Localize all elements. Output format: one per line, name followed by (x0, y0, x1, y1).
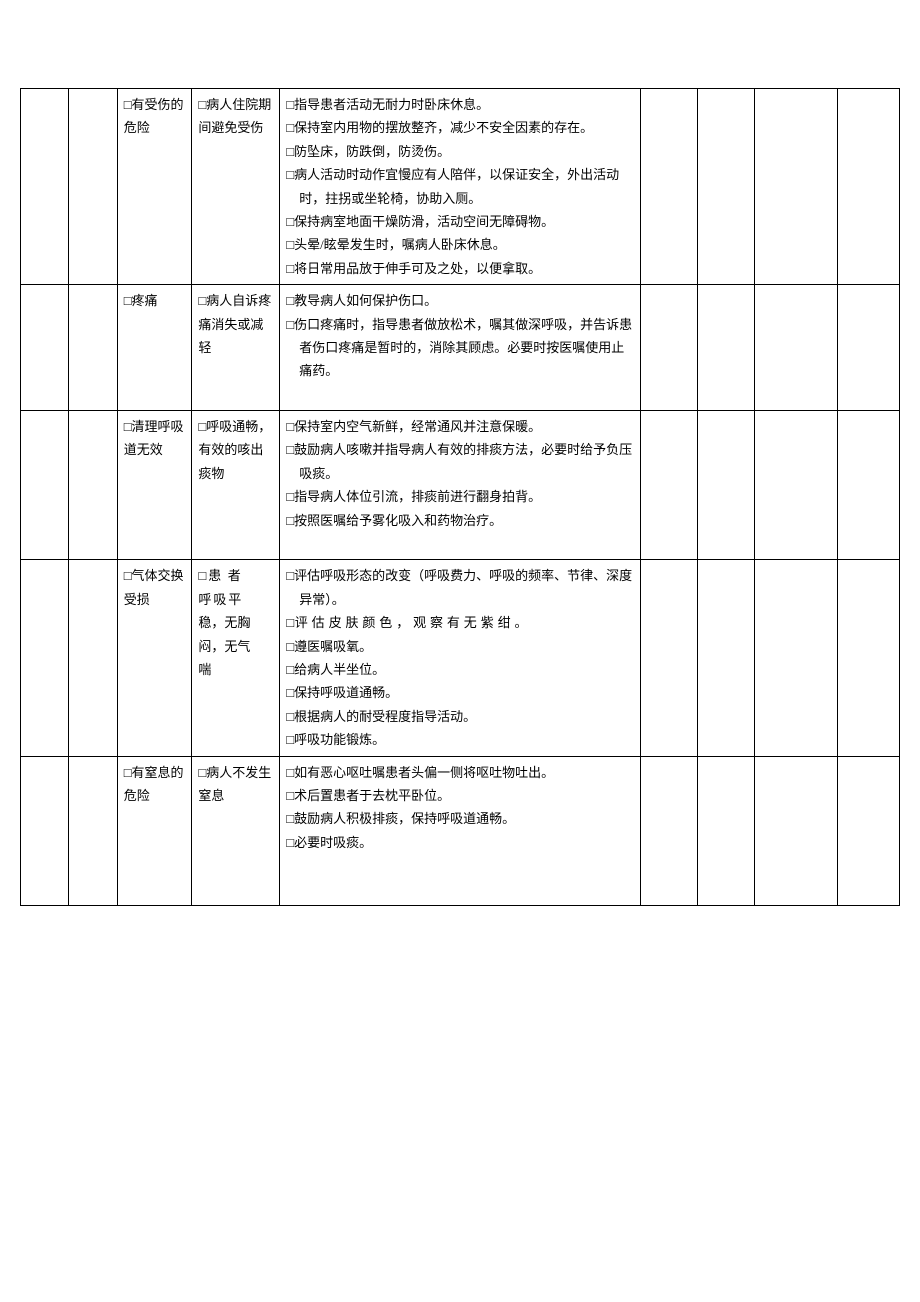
table-row: □疼痛□病人自诉疼痛消失或减轻□教导病人如何保护伤口。□伤口疼痛时，指导患者做放… (21, 285, 900, 411)
empty-cell (21, 285, 69, 411)
diagnosis-cell: □疼痛 (117, 285, 192, 411)
diagnosis-cell: □有窒息的危险 (117, 756, 192, 905)
table-row: □有窒息的危险□病人不发生窒息□如有恶心呕吐嘱患者头偏一侧将呕吐物吐出。□术后置… (21, 756, 900, 905)
empty-cell (21, 411, 69, 560)
measure-item: □呼吸功能锻炼。 (286, 728, 633, 751)
measures-cell: □如有恶心呕吐嘱患者头偏一侧将呕吐物吐出。□术后置患者于去枕平卧位。□鼓励病人积… (280, 756, 640, 905)
table-row: □气体交换受损□患 者呼吸平稳，无胸闷，无气喘□评估呼吸形态的改变（呼吸费力、呼… (21, 560, 900, 756)
empty-cell (754, 411, 838, 560)
diagnosis-cell: □气体交换受损 (117, 560, 192, 756)
measure-item: □指导患者活动无耐力时卧床休息。 (286, 93, 633, 116)
empty-cell (69, 89, 117, 285)
empty-cell (838, 411, 900, 560)
empty-cell (69, 560, 117, 756)
measure-item: □必要时吸痰。 (286, 831, 633, 854)
measure-item: □鼓励病人咳嗽并指导病人有效的排痰方法，必要时给予负压吸痰。 (286, 438, 633, 485)
empty-cell (69, 285, 117, 411)
measure-item: □按照医嘱给予雾化吸入和药物治疗。 (286, 509, 633, 532)
empty-cell (640, 411, 697, 560)
measure-item: □伤口疼痛时，指导患者做放松术，嘱其做深呼吸，并告诉患者伤口疼痛是暂时的，消除其… (286, 313, 633, 383)
measures-cell: □指导患者活动无耐力时卧床休息。□保持室内用物的摆放整齐，减少不安全因素的存在。… (280, 89, 640, 285)
empty-cell (838, 285, 900, 411)
diagnosis-cell: □清理呼吸道无效 (117, 411, 192, 560)
table-row: □清理呼吸道无效□呼吸通畅，有效的咳出痰物□保持室内空气新鲜，经常通风并注意保暖… (21, 411, 900, 560)
measure-item: □将日常用品放于伸手可及之处，以便拿取。 (286, 257, 633, 280)
goal-cell: □病人不发生窒息 (192, 756, 280, 905)
empty-cell (697, 89, 754, 285)
empty-cell (754, 560, 838, 756)
measure-item: □病人活动时动作宜慢应有人陪伴，以保证安全，外出活动时，拄拐或坐轮椅，协助入厕。 (286, 163, 633, 210)
goal-cell: □病人住院期间避免受伤 (192, 89, 280, 285)
measure-item: □保持呼吸道通畅。 (286, 681, 633, 704)
measure-item: □指导病人体位引流，排痰前进行翻身拍背。 (286, 485, 633, 508)
empty-cell (640, 89, 697, 285)
empty-cell (69, 756, 117, 905)
empty-cell (697, 411, 754, 560)
table-row: □有受伤的危险□病人住院期间避免受伤□指导患者活动无耐力时卧床休息。□保持室内用… (21, 89, 900, 285)
measure-item: □教导病人如何保护伤口。 (286, 289, 633, 312)
empty-cell (640, 285, 697, 411)
nursing-plan-table: □有受伤的危险□病人住院期间避免受伤□指导患者活动无耐力时卧床休息。□保持室内用… (20, 88, 900, 906)
measures-cell: □评估呼吸形态的改变（呼吸费力、呼吸的频率、节律、深度异常）。□评 估 皮 肤 … (280, 560, 640, 756)
measures-cell: □教导病人如何保护伤口。□伤口疼痛时，指导患者做放松术，嘱其做深呼吸，并告诉患者… (280, 285, 640, 411)
measure-item: □如有恶心呕吐嘱患者头偏一侧将呕吐物吐出。 (286, 761, 633, 784)
empty-cell (697, 756, 754, 905)
empty-cell (69, 411, 117, 560)
goal-cell: □病人自诉疼痛消失或减轻 (192, 285, 280, 411)
measure-item: □术后置患者于去枕平卧位。 (286, 784, 633, 807)
measure-item: □鼓励病人积极排痰，保持呼吸道通畅。 (286, 807, 633, 830)
empty-cell (640, 756, 697, 905)
empty-cell (697, 285, 754, 411)
goal-cell: □呼吸通畅，有效的咳出痰物 (192, 411, 280, 560)
measure-item: □给病人半坐位。 (286, 658, 633, 681)
diagnosis-cell: □有受伤的危险 (117, 89, 192, 285)
empty-cell (21, 560, 69, 756)
measure-item: □评估呼吸形态的改变（呼吸费力、呼吸的频率、节律、深度异常）。 (286, 564, 633, 611)
measure-item: □头晕/眩晕发生时，嘱病人卧床休息。 (286, 233, 633, 256)
empty-cell (754, 89, 838, 285)
empty-cell (21, 89, 69, 285)
measure-item: □保持病室地面干燥防滑，活动空间无障碍物。 (286, 210, 633, 233)
empty-cell (838, 89, 900, 285)
measure-item: □评 估 皮 肤 颜 色 ， 观 察 有 无 紫 绀 。 (286, 611, 633, 634)
measure-item: □根据病人的耐受程度指导活动。 (286, 705, 633, 728)
empty-cell (697, 560, 754, 756)
measure-item: □保持室内空气新鲜，经常通风并注意保暖。 (286, 415, 633, 438)
measures-cell: □保持室内空气新鲜，经常通风并注意保暖。□鼓励病人咳嗽并指导病人有效的排痰方法，… (280, 411, 640, 560)
empty-cell (754, 756, 838, 905)
empty-cell (21, 756, 69, 905)
empty-cell (838, 560, 900, 756)
empty-cell (754, 285, 838, 411)
measure-item: □遵医嘱吸氧。 (286, 635, 633, 658)
goal-cell: □患 者呼吸平稳，无胸闷，无气喘 (192, 560, 280, 756)
empty-cell (838, 756, 900, 905)
measure-item: □保持室内用物的摆放整齐，减少不安全因素的存在。 (286, 116, 633, 139)
empty-cell (640, 560, 697, 756)
measure-item: □防坠床，防跌倒，防烫伤。 (286, 140, 633, 163)
